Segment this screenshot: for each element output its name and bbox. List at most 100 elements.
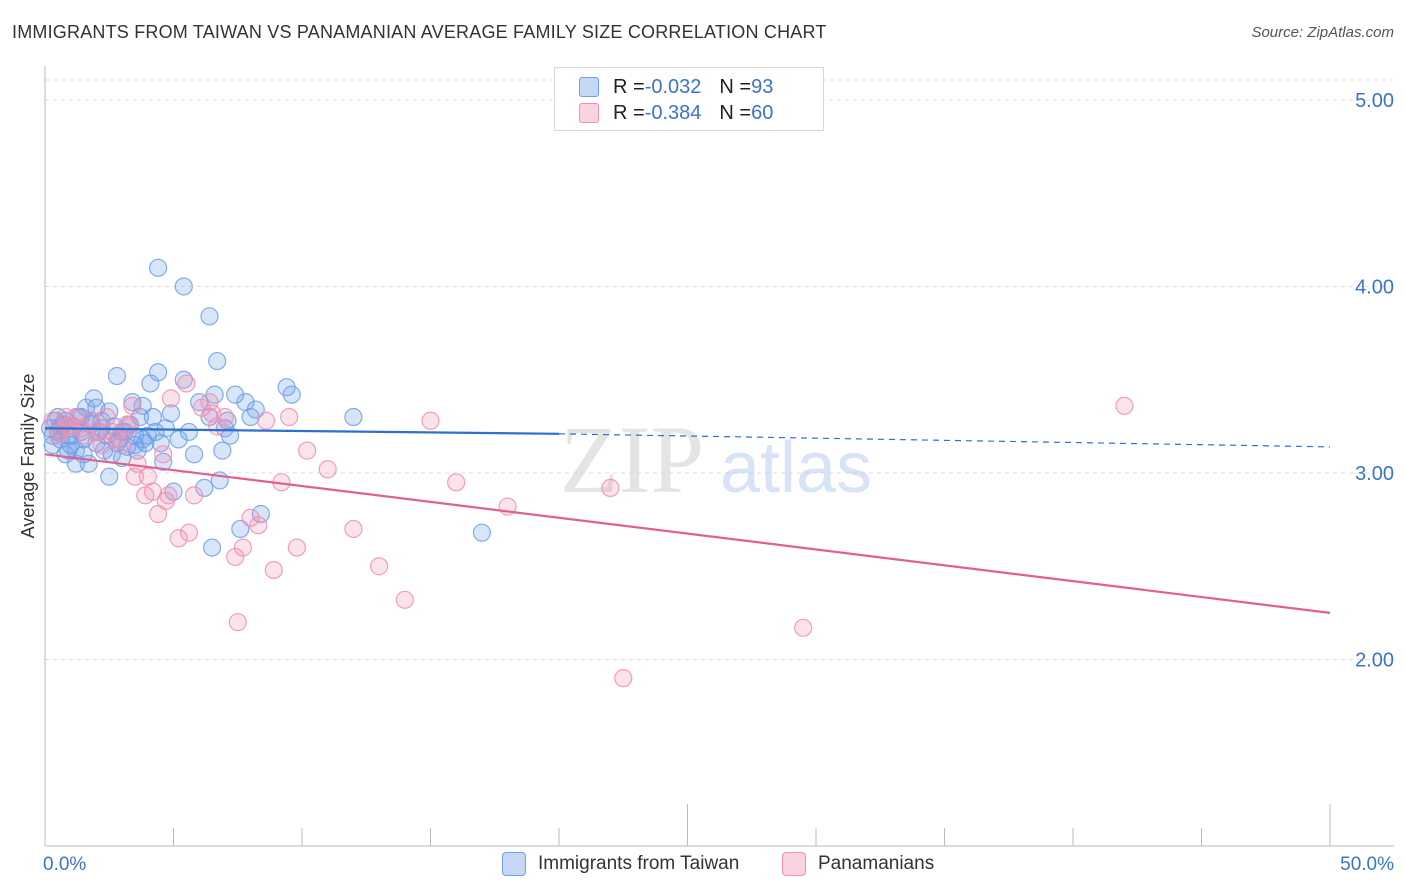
panamanian-point (298, 441, 317, 460)
taiwan-trend-line (44, 427, 560, 435)
taiwan-point (151, 434, 170, 453)
panamanian-point (1115, 396, 1134, 415)
taiwan-point (154, 452, 173, 471)
legend-r-label: R = (613, 75, 645, 98)
panamanian-point (118, 415, 137, 434)
panamanian-point (264, 560, 283, 580)
series-legend: Immigrants from Taiwan Panamanians (0, 852, 1406, 878)
panamanian-point (161, 389, 181, 408)
taiwan-point (148, 258, 168, 277)
taiwan-point (231, 519, 250, 539)
legend-n-value: 93 (751, 75, 774, 98)
panamanian-point (56, 407, 75, 427)
panamanian-point (344, 519, 363, 539)
legend-r-label: R = (613, 101, 645, 124)
panamanian-point (614, 669, 633, 688)
legend-n-label: N = (719, 75, 752, 98)
panamanian-point (228, 613, 247, 632)
taiwan-point (174, 277, 193, 296)
legend-n-label: N = (719, 101, 752, 124)
legend-r-value: -0.032 (644, 75, 702, 98)
grid-lines (45, 79, 1394, 660)
panamanian-point (395, 590, 414, 609)
taiwan-point (251, 504, 270, 524)
taiwan-point (220, 426, 240, 445)
taiwan-point (100, 467, 119, 486)
source-label: Source: ZipAtlas.com (1251, 24, 1394, 41)
taiwan-point (282, 385, 301, 404)
panamanian-point (318, 460, 337, 479)
panamanian-point (233, 538, 252, 557)
panamanian-point (177, 374, 196, 393)
panamanian-point (280, 407, 299, 427)
panamanian-point (287, 538, 306, 557)
legend-swatch-panamanians (782, 852, 806, 876)
panamanian-point (125, 467, 145, 486)
x-tick-label: 0.0% (43, 854, 86, 875)
panamanian-point (48, 426, 67, 445)
legend-item-panamanians: Panamanians (782, 852, 934, 876)
legend-label-panamanians: Panamanians (818, 853, 935, 874)
panamanian-point (123, 396, 142, 415)
legend-row-panamanians: R = -0.384 N = 60 (579, 100, 773, 126)
panamanian-point (601, 478, 620, 498)
panamanian-point (421, 411, 440, 430)
taiwan-point (226, 385, 245, 404)
x-tick-label: 50.0% (1340, 854, 1394, 875)
taiwan-point (472, 523, 491, 542)
legend-swatch-taiwan (502, 852, 526, 876)
y-tick-label: 3.00 (1355, 463, 1394, 485)
taiwan-trend-extension (558, 433, 1331, 448)
panamanian-point (241, 508, 260, 527)
panamanian-point (184, 486, 204, 505)
panamanian-point (112, 435, 132, 455)
panamanian-point (447, 473, 466, 492)
legend-n-value: 60 (751, 101, 774, 124)
taiwan-point (344, 407, 363, 427)
chart-title: IMMIGRANTS FROM TAIWAN VS PANAMANIAN AVE… (12, 22, 827, 42)
panamanian-point (794, 618, 813, 637)
axes (44, 66, 1394, 847)
panamanian-point (249, 516, 268, 535)
legend-label-taiwan: Immigrants from Taiwan (538, 853, 740, 874)
y-tick-label: 4.00 (1355, 276, 1394, 298)
taiwan-point (200, 307, 219, 326)
panamanian-point (120, 417, 139, 436)
taiwan-point (133, 396, 152, 415)
taiwan-point (213, 441, 232, 460)
panamanian-point (179, 523, 199, 542)
taiwan-point (184, 445, 204, 464)
taiwan-point (246, 400, 265, 419)
panamanian-point (256, 411, 276, 430)
legend-item-taiwan: Immigrants from Taiwan (502, 852, 739, 876)
y-tick-label: 5.00 (1355, 90, 1394, 112)
taiwan-point (195, 478, 214, 498)
y-tick-label: 2.00 (1355, 649, 1394, 671)
panamanian-point (169, 529, 188, 548)
legend-swatch-panamanians (579, 103, 599, 123)
panamanian-point (159, 486, 178, 505)
panamanian-point (92, 435, 111, 455)
watermark-zip: ZIP (560, 406, 704, 513)
data-points (41, 258, 1134, 688)
y-axis-label: Average Family Size (18, 374, 38, 539)
panamanian-point (226, 547, 245, 567)
panamanian-point (154, 445, 173, 464)
panamanian-point (370, 557, 389, 576)
taiwan-point (208, 351, 227, 371)
panamanian-point (200, 393, 219, 412)
panamanian-point (66, 407, 85, 427)
panamanian-point (102, 422, 121, 442)
taiwan-point (148, 363, 168, 382)
legend-swatch-taiwan (579, 77, 599, 97)
taiwan-point (179, 422, 199, 442)
panamanian-point (202, 404, 222, 423)
taiwan-point (59, 441, 78, 460)
panamanian-trend-line (44, 453, 1331, 614)
watermark-atlas: atlas (720, 428, 872, 508)
taiwan-point (107, 366, 127, 386)
stats-legend: R = -0.032 N = 93 R = -0.384 N = 60 (554, 67, 824, 131)
trend-lines (44, 427, 1331, 614)
taiwan-point (143, 407, 163, 427)
